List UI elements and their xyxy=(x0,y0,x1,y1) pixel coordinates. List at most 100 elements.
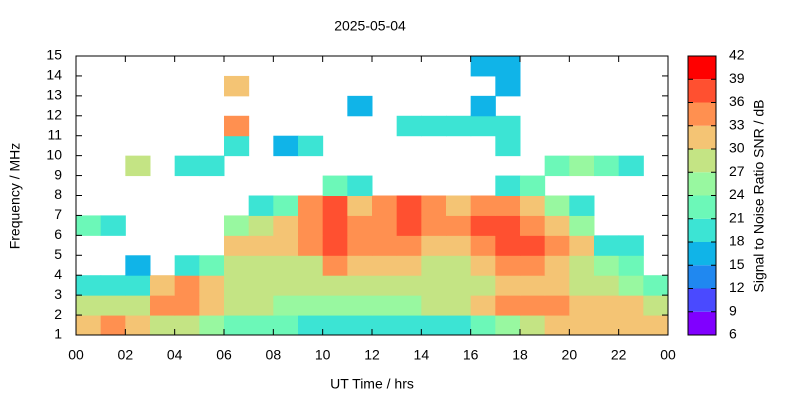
heatmap-cell xyxy=(273,315,299,336)
heatmap-cell xyxy=(470,295,496,316)
colorbar-tick-label: 39 xyxy=(729,70,745,86)
heatmap-cell xyxy=(495,175,521,196)
heatmap-cell xyxy=(322,275,348,296)
heatmap-cell xyxy=(446,295,472,316)
heatmap-cell xyxy=(76,215,102,236)
heatmap-cell xyxy=(150,315,176,336)
y-tick-label: 11 xyxy=(47,126,62,142)
x-tick-label: 16 xyxy=(463,347,479,363)
colorbar-tick-label: 30 xyxy=(729,140,745,156)
heatmap-cell xyxy=(347,215,373,236)
heatmap-cell xyxy=(618,295,644,316)
heatmap-cell xyxy=(125,155,151,177)
heatmap-cell xyxy=(150,295,176,316)
heatmap-cell xyxy=(421,235,447,256)
heatmap-cell xyxy=(174,255,200,276)
y-tick-label: 4 xyxy=(54,266,62,282)
heatmap-cell xyxy=(150,275,176,296)
heatmap-cell xyxy=(347,315,373,336)
y-tick-label: 1 xyxy=(54,326,62,342)
heatmap-cell xyxy=(174,315,200,336)
heatmap-cell xyxy=(544,155,570,177)
colorbar-band xyxy=(688,125,716,149)
heatmap-cell xyxy=(520,315,546,336)
heatmap-cell xyxy=(396,255,422,276)
heatmap-cells xyxy=(76,56,669,336)
heatmap-cell xyxy=(125,295,151,316)
heatmap-cell xyxy=(544,315,570,336)
heatmap-cell xyxy=(372,235,398,256)
heatmap-cell xyxy=(594,275,620,296)
heatmap-cell xyxy=(347,175,373,196)
heatmap-cell xyxy=(298,235,324,256)
heatmap-cell xyxy=(372,195,398,216)
heatmap-cell xyxy=(446,315,472,336)
heatmap-cell xyxy=(248,275,274,296)
heatmap-cell xyxy=(224,275,250,296)
heatmap-cell xyxy=(347,95,373,117)
colorbar-band xyxy=(688,102,716,126)
heatmap-cell xyxy=(224,135,250,157)
heatmap-cell xyxy=(322,255,348,276)
heatmap-cell xyxy=(643,315,669,336)
heatmap-cell xyxy=(125,275,151,296)
heatmap-cell xyxy=(470,235,496,256)
x-tick-label: 02 xyxy=(118,347,134,363)
heatmap-cell xyxy=(495,75,521,97)
heatmap-cell xyxy=(569,195,595,216)
heatmap-cell xyxy=(520,255,546,276)
heatmap-cell xyxy=(298,215,324,236)
heatmap-cell xyxy=(347,295,373,316)
heatmap-cell xyxy=(298,135,324,157)
heatmap-cell xyxy=(446,235,472,256)
heatmap-cell xyxy=(273,295,299,316)
heatmap-cell xyxy=(298,295,324,316)
x-tick-label: 22 xyxy=(611,347,627,363)
colorbar-band xyxy=(688,218,716,242)
x-tick-label: 12 xyxy=(364,347,380,363)
heatmap-cell xyxy=(544,215,570,236)
heatmap-cell xyxy=(470,115,496,137)
heatmap-cell xyxy=(224,235,250,256)
x-tick-label: 08 xyxy=(266,347,282,363)
heatmap-cell xyxy=(495,135,521,157)
colorbar-band xyxy=(688,265,716,289)
colorbar-frame xyxy=(687,55,717,336)
heatmap-cell xyxy=(594,235,620,256)
heatmap-cell xyxy=(470,275,496,296)
heatmap-cell xyxy=(347,195,373,216)
heatmap-cell xyxy=(224,75,250,97)
heatmap-cell xyxy=(396,295,422,316)
heatmap-cell xyxy=(372,255,398,276)
heatmap-cell xyxy=(100,275,126,296)
heatmap-cell xyxy=(396,235,422,256)
colorbar-tick-label: 27 xyxy=(729,163,745,179)
heatmap-cell xyxy=(569,275,595,296)
heatmap-cell xyxy=(248,235,274,256)
heatmap-cell xyxy=(347,275,373,296)
heatmap-cell xyxy=(347,235,373,256)
y-tick-label: 14 xyxy=(46,67,62,83)
y-tick-label: 5 xyxy=(54,246,62,262)
y-tick-label: 13 xyxy=(46,87,62,103)
heatmap-cell xyxy=(273,255,299,276)
y-tick-label: 2 xyxy=(54,306,62,322)
heatmap-cell xyxy=(520,215,546,236)
heatmap-cell xyxy=(569,235,595,256)
x-tick-label: 00 xyxy=(68,347,84,363)
heatmap-cell xyxy=(520,175,546,196)
heatmap-cell xyxy=(495,255,521,276)
heatmap-cell xyxy=(446,215,472,236)
heatmap-cell xyxy=(224,115,250,137)
chart-title: 2025-05-04 xyxy=(334,18,406,34)
colorbar-label: Signal to Noise Ratio SNR / dB xyxy=(751,100,767,293)
heatmap-cell xyxy=(396,115,422,137)
heatmap-cell xyxy=(520,295,546,316)
heatmap-cell xyxy=(224,215,250,236)
colorbar-tick-label: 6 xyxy=(729,326,737,342)
colorbar-tick-label: 33 xyxy=(729,116,745,132)
heatmap-cell xyxy=(421,215,447,236)
heatmap-cell xyxy=(125,315,151,336)
heatmap-cell xyxy=(372,315,398,336)
heatmap-cell xyxy=(273,135,299,157)
